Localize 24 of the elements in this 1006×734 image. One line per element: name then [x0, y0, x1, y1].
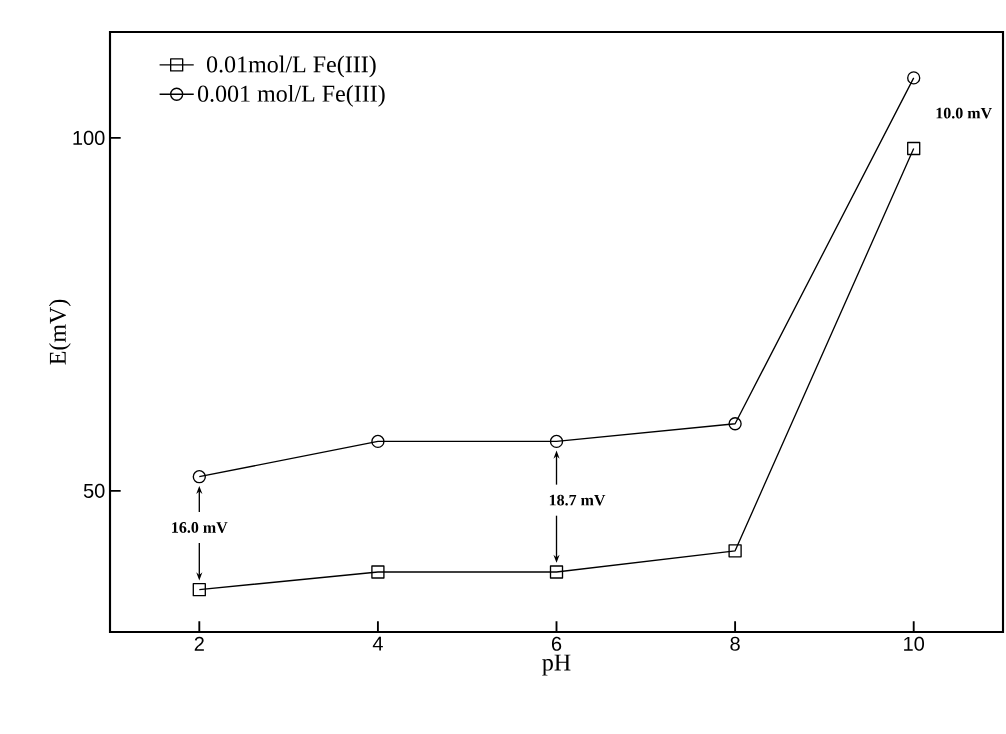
x-tick-label: 2: [194, 636, 204, 651]
x-tick-label: 10: [904, 636, 925, 651]
y-axis-title: E(mV): [49, 299, 71, 365]
x-tick-label: 6: [551, 636, 562, 651]
legend-label: 0.01mol/L Fe(III): [206, 55, 376, 78]
x-axis-title: pH: [542, 654, 571, 676]
legend-label: 0.001 mol/L Fe(III): [197, 84, 385, 107]
y-tick-label: 50: [83, 483, 105, 498]
point: [371, 565, 385, 579]
point: [371, 434, 385, 449]
point: [907, 141, 921, 156]
x-tick-label: 4: [372, 636, 383, 651]
y-tick-label: 100: [73, 130, 105, 145]
point: [192, 582, 206, 597]
point: [549, 434, 564, 449]
annotation: 10.0 mV: [936, 107, 992, 119]
annotation: 16.0 mV: [172, 522, 228, 533]
annotation: 18.7 mV: [549, 494, 606, 506]
point: [728, 417, 742, 431]
point: [907, 71, 921, 85]
point: [192, 470, 206, 484]
x-tick-label: 8: [730, 636, 740, 651]
point: [549, 565, 564, 579]
point: [728, 544, 742, 558]
